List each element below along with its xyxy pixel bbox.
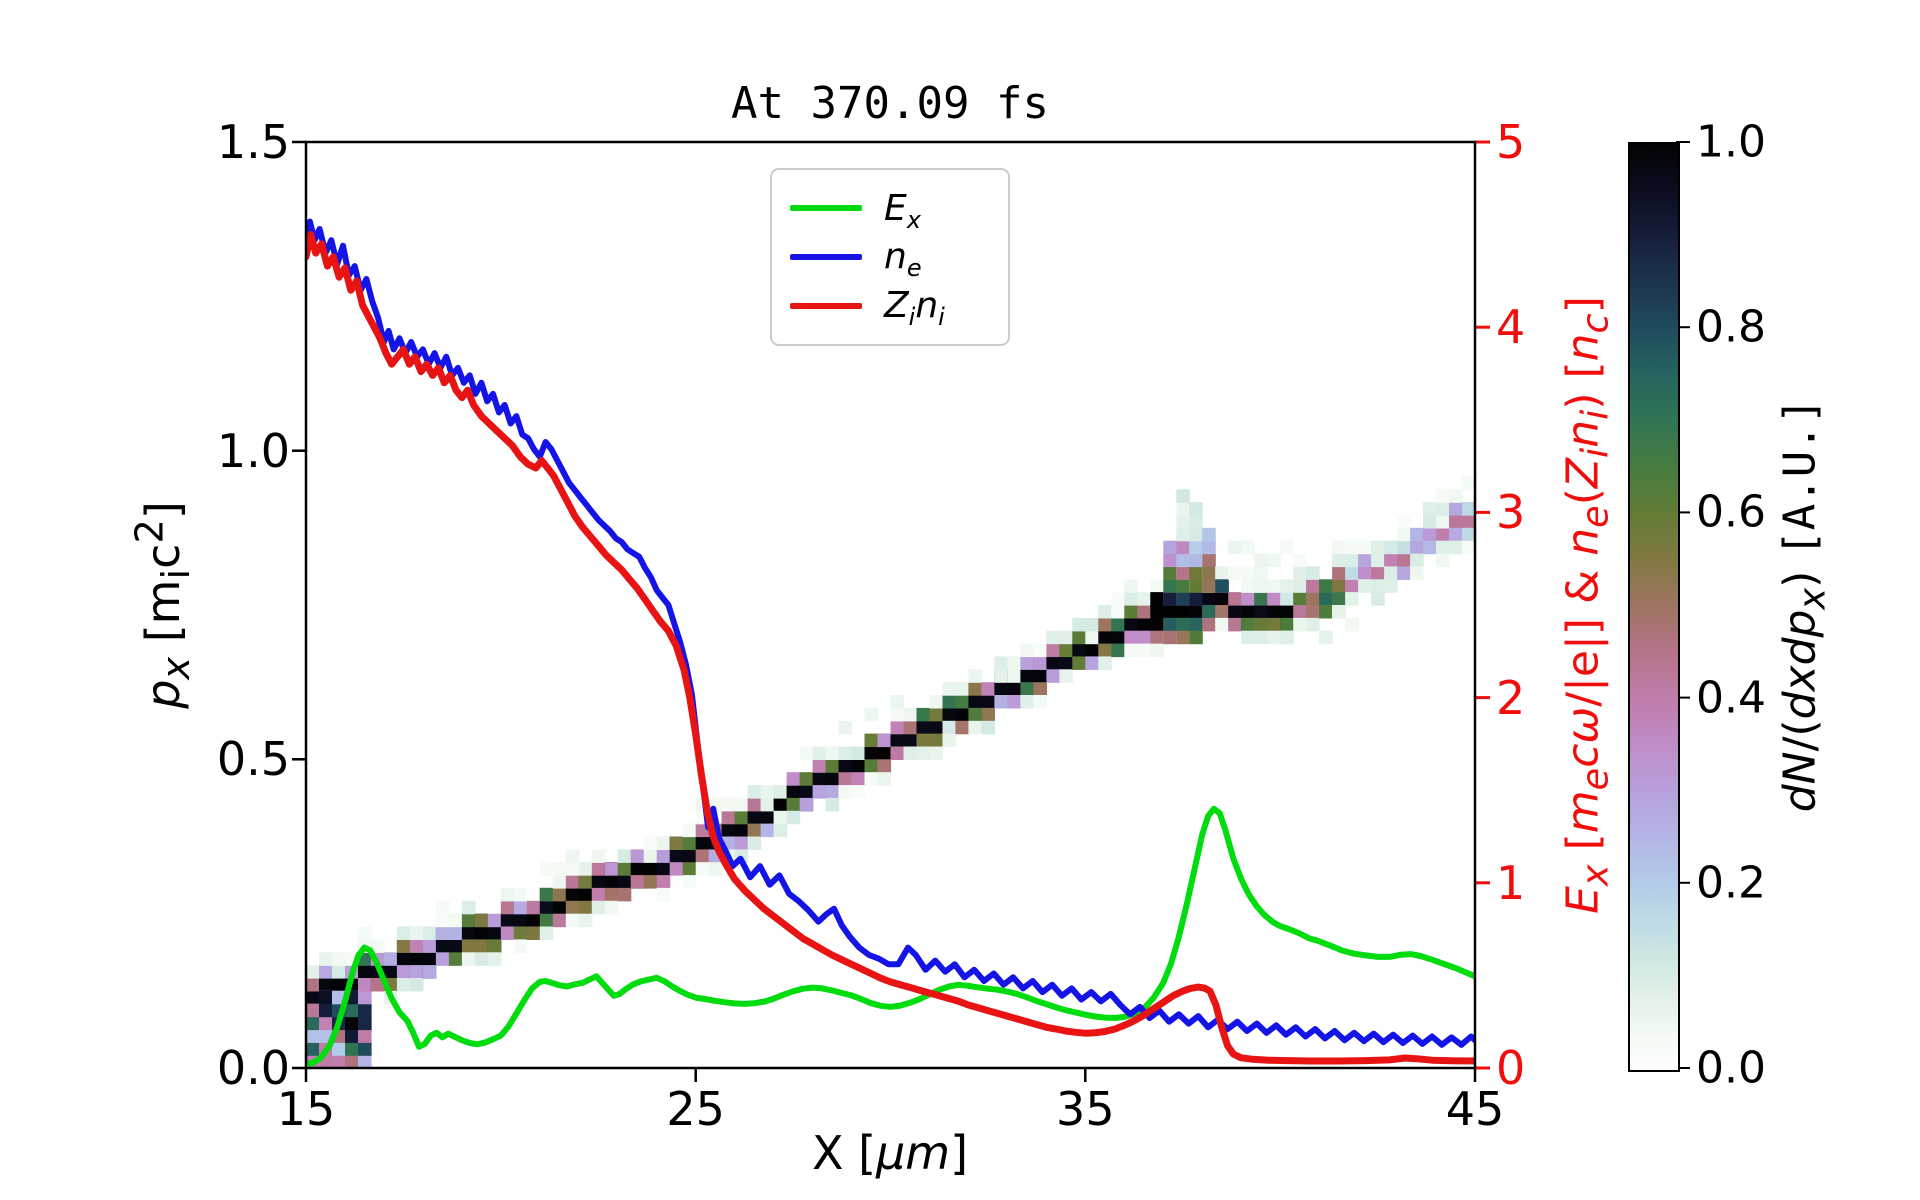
curve-ex — [306, 805, 1475, 1068]
y-left-tick-label: 0.5 — [216, 732, 290, 787]
y-right-tick-label: 4 — [1496, 300, 1526, 355]
curve-zini — [306, 231, 1475, 1065]
y-axis-label-right: Ex [mecω/|e|] & ne(Zini) [nc] — [1557, 296, 1617, 914]
colorbar-tick-label: 0.8 — [1696, 301, 1766, 353]
y-left-tick-label: 1.0 — [216, 423, 290, 478]
legend-item-zini: Zini — [790, 285, 988, 332]
y-right-tick-label: 2 — [1496, 670, 1526, 725]
x-tick-label: 25 — [666, 1082, 725, 1136]
legend-item-ex: Ex — [790, 187, 988, 235]
x-tick-label: 45 — [1445, 1082, 1505, 1136]
legend-line-ex — [790, 205, 862, 212]
x-tick-label: 35 — [1056, 1082, 1115, 1136]
legend-item-ne: ne — [790, 236, 988, 283]
colorbar-label: dN/(dxdpx) [A.U.] — [1774, 397, 1834, 813]
colorbar-tick-label: 1.0 — [1696, 116, 1766, 168]
y-right-tick-label: 0 — [1496, 1041, 1526, 1095]
y-right-tick-label: 1 — [1496, 855, 1526, 910]
colorbar-tick-label: 0.0 — [1696, 1042, 1766, 1094]
colorbar-tick-label: 0.4 — [1696, 672, 1766, 724]
legend-line-zini — [790, 302, 862, 309]
y-axis-label-left: px [mic2] — [127, 501, 200, 709]
axes-frame — [304, 140, 1477, 1070]
legend-label-zini: Zini — [884, 285, 945, 332]
curve-ne — [306, 218, 1475, 1048]
legend-label-ex: Ex — [884, 187, 921, 235]
plot-title: At 370.09 fs — [731, 78, 1049, 129]
x-tick-label: 15 — [276, 1082, 336, 1136]
colorbar-tick-label: 0.2 — [1696, 857, 1766, 909]
legend-line-ne — [790, 253, 862, 260]
heatmap — [306, 476, 1475, 1068]
legend: Ex ne Zini — [770, 168, 1010, 346]
legend-label-ne: ne — [884, 236, 922, 283]
y-left-tick-label: 1.5 — [216, 115, 290, 169]
colorbar-tick-label: 0.6 — [1696, 486, 1766, 538]
y-right-tick-label: 5 — [1496, 115, 1526, 169]
y-right-tick-label: 3 — [1496, 485, 1526, 540]
x-axis-label: X [μm] — [811, 1126, 969, 1180]
y-left-tick-label: 0.0 — [216, 1041, 290, 1095]
colorbar — [1628, 142, 1680, 1072]
